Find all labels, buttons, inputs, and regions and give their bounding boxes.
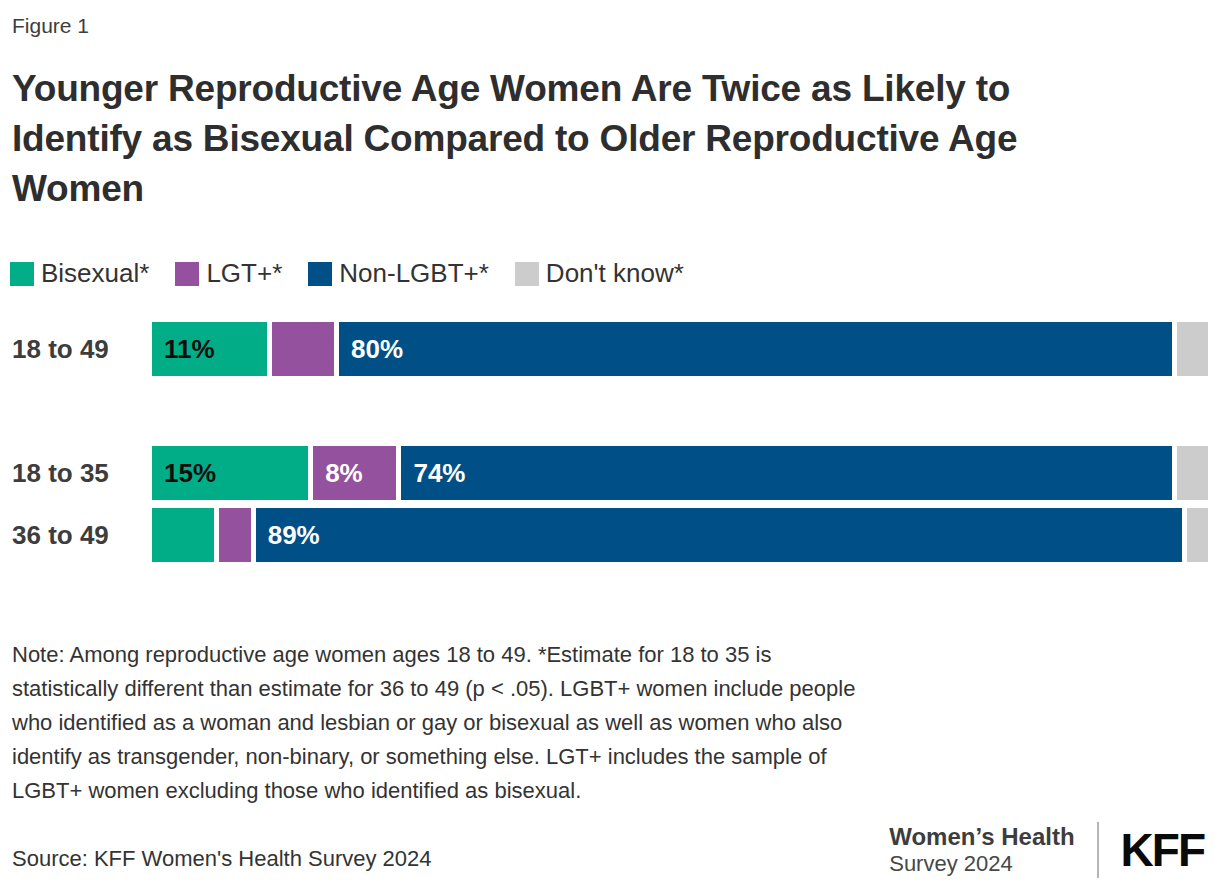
bar-segment: 74% — [401, 446, 1171, 500]
bar-track: 11% 80% — [152, 322, 1208, 376]
bar-data-label: 80% — [339, 334, 403, 365]
category-label: 18 to 35 — [12, 458, 152, 489]
footer-program-title: Women’s Health — [889, 823, 1074, 851]
bar-row: 18 to 4911% 80% — [12, 322, 1208, 376]
bar-group: 18 to 4911% 80% — [12, 322, 1208, 376]
legend-label: Non-LGBT+* — [339, 258, 489, 289]
legend-label: LGT+* — [206, 258, 282, 289]
bar-segment — [1187, 508, 1208, 562]
legend-item-lgt: LGT+* — [175, 258, 282, 289]
bar-data-label: 74% — [401, 458, 465, 489]
bar-track: 89% — [152, 508, 1208, 562]
bar-segment: 89% — [256, 508, 1182, 562]
bar-data-label: 15% — [152, 458, 216, 489]
bar-segment: 15% — [152, 446, 308, 500]
figure-label: Figure 1 — [12, 14, 89, 38]
bar-segment: 8% — [313, 446, 396, 500]
note-text: Note: Among reproductive age women ages … — [12, 638, 872, 808]
legend-item-dont-know: Don't know* — [515, 258, 684, 289]
source-text: Source: KFF Women's Health Survey 2024 — [12, 846, 432, 872]
legend-label: Bisexual* — [41, 258, 149, 289]
bar-segment: 80% — [339, 322, 1172, 376]
category-label: 36 to 49 — [12, 520, 152, 551]
footer: Women’s Health Survey 2024 KFF — [889, 822, 1204, 878]
bar-data-label: 8% — [313, 458, 363, 489]
kff-logo: KFF — [1121, 823, 1204, 877]
bar-group: 18 to 3515% 8% 74% 36 to 49 89% — [12, 446, 1208, 562]
bar-segment — [272, 322, 334, 376]
figure-page: Figure 1 Younger Reproductive Age Women … — [0, 0, 1220, 892]
bar-data-label: 11% — [152, 334, 215, 365]
footer-program: Women’s Health Survey 2024 — [889, 823, 1074, 877]
legend-swatch-non-lgbt — [308, 262, 332, 286]
stacked-bar-chart: 18 to 4911% 80% 18 to 3515% 8% 74% 36 to 49 89… — [12, 322, 1208, 562]
bar-segment — [1177, 446, 1208, 500]
bar-data-label: 89% — [256, 520, 320, 551]
category-label: 18 to 49 — [12, 334, 152, 365]
legend-label: Don't know* — [546, 258, 684, 289]
bar-segment — [152, 508, 214, 562]
footer-program-subtitle: Survey 2024 — [889, 851, 1074, 877]
bar-row: 18 to 3515% 8% 74% — [12, 446, 1208, 500]
legend-swatch-bisexual — [10, 262, 34, 286]
legend-item-non-lgbt: Non-LGBT+* — [308, 258, 489, 289]
chart-title: Younger Reproductive Age Women Are Twice… — [12, 64, 1132, 214]
bar-segment — [1177, 322, 1208, 376]
footer-divider — [1097, 822, 1099, 878]
chart-legend: Bisexual* LGT+* Non-LGBT+* Don't know* — [10, 258, 684, 289]
bar-row: 36 to 49 89% — [12, 508, 1208, 562]
bar-segment: 11% — [152, 322, 267, 376]
legend-swatch-lgt — [175, 262, 199, 286]
legend-swatch-dont-know — [515, 262, 539, 286]
legend-item-bisexual: Bisexual* — [10, 258, 149, 289]
bar-track: 15% 8% 74% — [152, 446, 1208, 500]
bar-segment — [219, 508, 250, 562]
